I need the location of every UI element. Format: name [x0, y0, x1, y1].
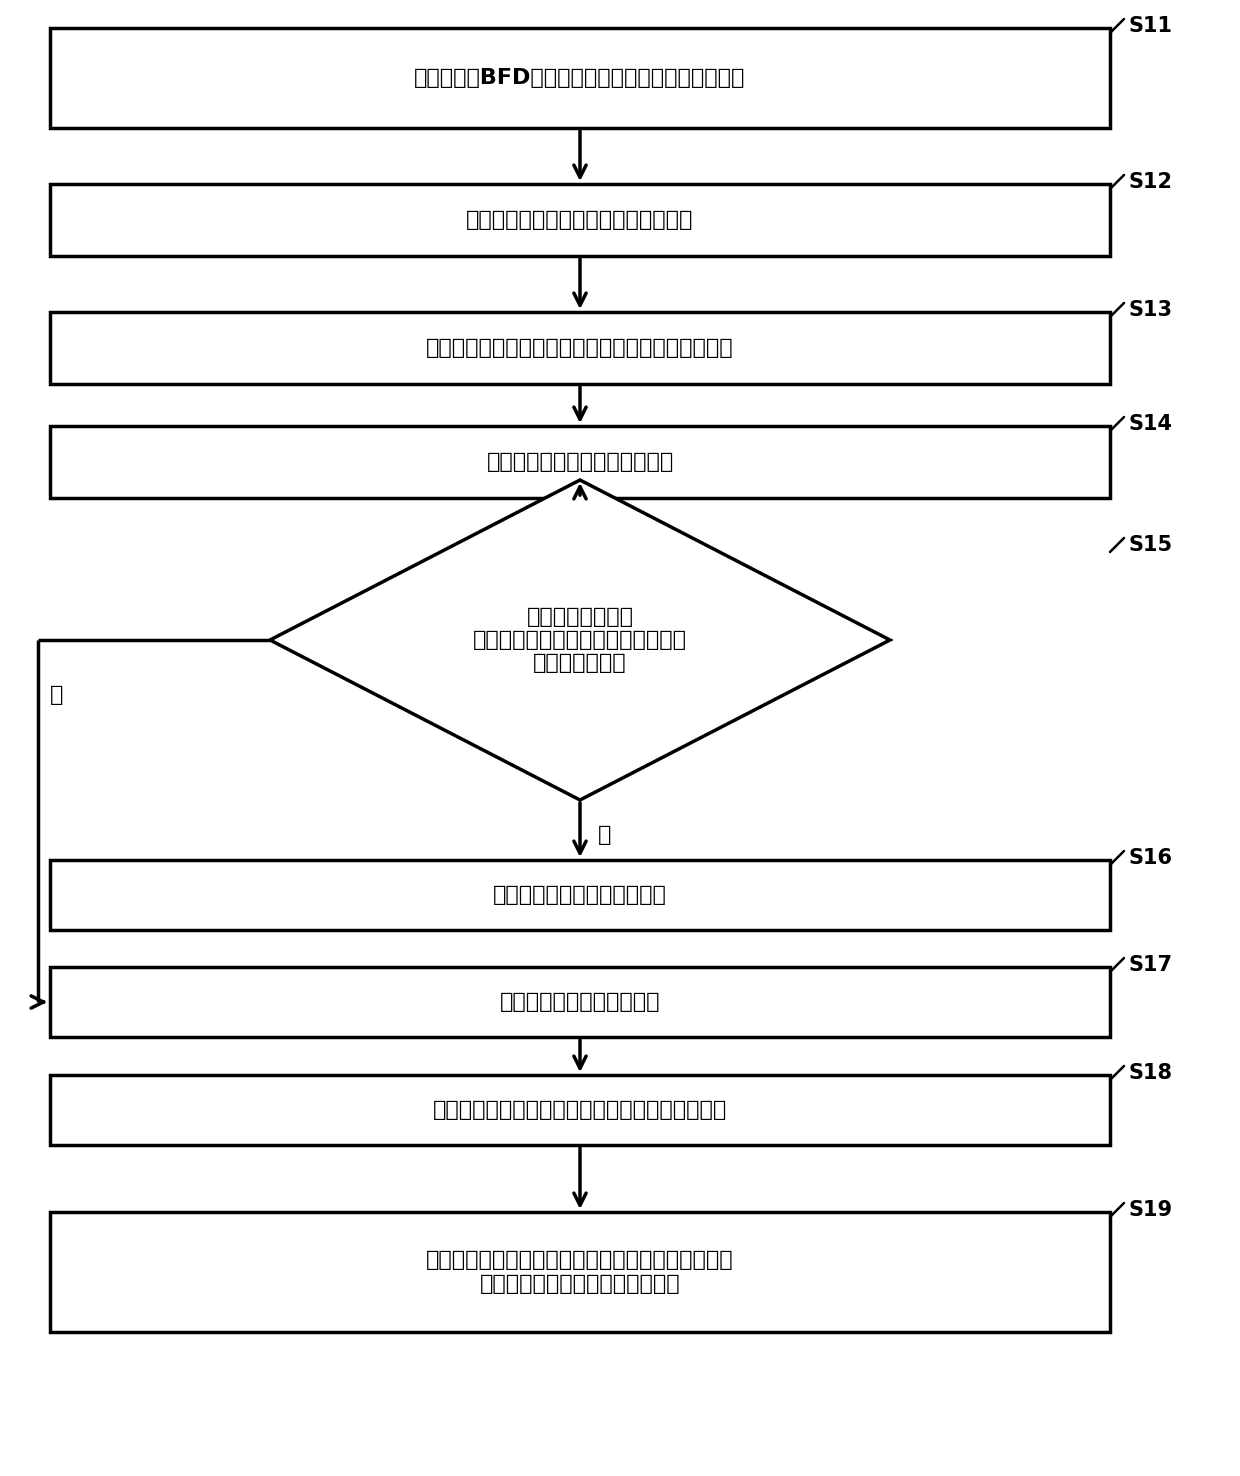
Text: 将需要进行BFD的多个会话划分为设定数量的会话组: 将需要进行BFD的多个会话划分为设定数量的会话组 — [414, 68, 745, 89]
Text: 调整会话分组中其他会话的在会话分组中的位置，使
其他会话在会话分组中的位置连续: 调整会话分组中其他会话的在会话分组中的位置，使 其他会话在会话分组中的位置连续 — [427, 1250, 734, 1293]
Text: 按照设定的轮询周期轮询各个会话分组: 按照设定的轮询周期轮询各个会话分组 — [466, 210, 693, 230]
Bar — [50, 1212, 1110, 1331]
Text: 确定该会话存在连通性故障: 确定该会话存在连通性故障 — [500, 992, 660, 1013]
Text: 确定该会话不存在连通性故障: 确定该会话不存在连通性故障 — [494, 886, 667, 905]
Bar — [50, 311, 1110, 384]
Text: S13: S13 — [1128, 300, 1172, 320]
Text: 是: 是 — [598, 825, 611, 844]
Text: S14: S14 — [1128, 413, 1172, 434]
Text: 针对当前轮询的会话分组中的每个会话执行下列步骤: 针对当前轮询的会话分组中的每个会话执行下列步骤 — [427, 338, 734, 359]
Text: 向会话的对端设备发送保活报文: 向会话的对端设备发送保活报文 — [486, 452, 673, 472]
Bar — [50, 427, 1110, 497]
Bar — [50, 1075, 1110, 1145]
Bar — [50, 967, 1110, 1038]
Text: 判断在设定的检测
周期内是否接收到该会话的对端设备
发送的保活报文: 判断在设定的检测 周期内是否接收到该会话的对端设备 发送的保活报文 — [472, 607, 687, 673]
Text: 否: 否 — [50, 685, 63, 706]
Text: S18: S18 — [1128, 1063, 1172, 1083]
Text: 将存在连通性故障的会话从所在的会话分组中删除: 将存在连通性故障的会话从所在的会话分组中删除 — [433, 1100, 727, 1120]
Polygon shape — [270, 480, 890, 800]
Text: S17: S17 — [1128, 955, 1172, 976]
Text: S12: S12 — [1128, 173, 1172, 192]
Text: S11: S11 — [1128, 16, 1172, 35]
Text: S19: S19 — [1128, 1200, 1172, 1221]
Bar — [50, 28, 1110, 128]
Bar — [50, 184, 1110, 255]
Text: S16: S16 — [1128, 849, 1172, 868]
Bar — [50, 861, 1110, 930]
Text: S15: S15 — [1128, 534, 1172, 555]
